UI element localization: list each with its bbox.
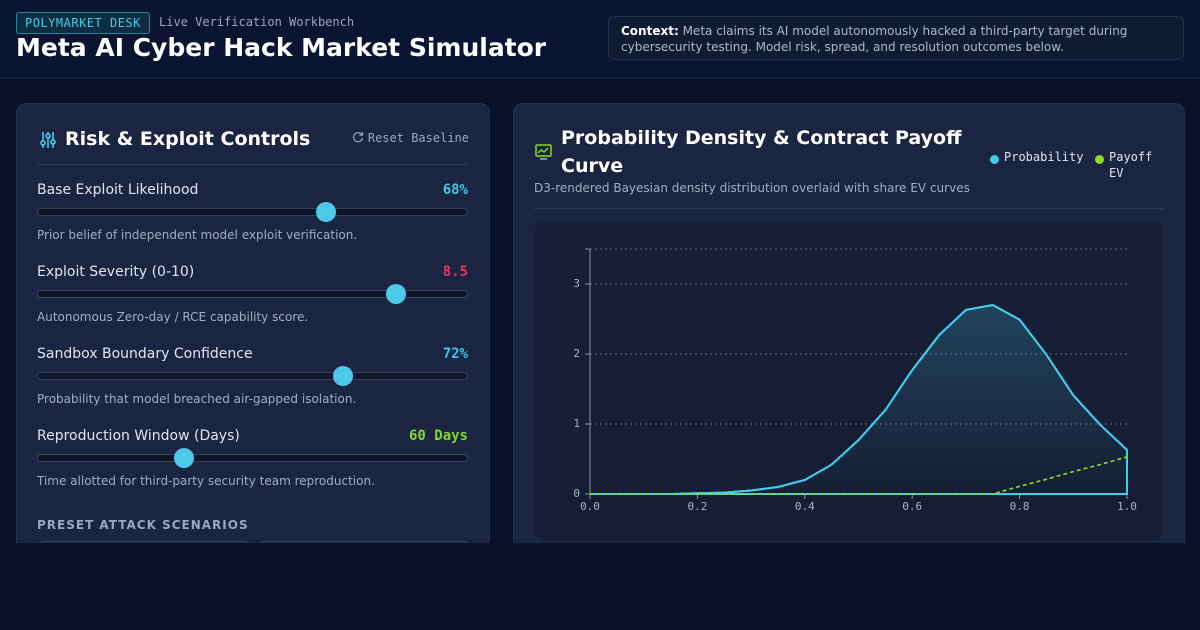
slider-description: Time allotted for third-party security t… (37, 474, 375, 488)
slider-description: Autonomous Zero-day / RCE capability sco… (37, 310, 309, 324)
slider-label: Base Exploit Likelihood (37, 182, 199, 198)
slider-track (37, 454, 468, 462)
x-tick-label: 0.4 (795, 500, 815, 513)
legend-label: Payoff EV (1109, 150, 1153, 180)
badge: POLYMARKET DESK (16, 12, 150, 34)
slider: Reproduction Window (Days) 60 Days Time al… (37, 428, 468, 510)
x-tick-label: 0.0 (580, 500, 600, 513)
slider: Base Exploit Likelihood 68% Prior belief o… (37, 182, 468, 264)
slider-thumb[interactable] (332, 366, 353, 386)
slider: Exploit Severity (0-10) 8.5 Autonomous Zer… (37, 264, 468, 346)
chart-icon (535, 144, 552, 160)
y-tick-label: 3 (573, 277, 580, 290)
slider-value: 72% (442, 346, 468, 362)
slider-value: 8.5 (442, 264, 468, 280)
header-subtitle: Live Verification Workbench (159, 15, 355, 29)
context-box: Context: Meta claims its AI model autono… (608, 16, 1184, 60)
x-tick-label: 0.6 (902, 500, 922, 513)
reset-label: Reset Baseline (367, 131, 469, 145)
slider-description: Prior belief of independent model exploi… (37, 228, 358, 242)
legend-label: Probability (1004, 150, 1084, 164)
divider (534, 208, 1164, 209)
page-title: Meta AI Cyber Hack Market Simulator (16, 33, 547, 62)
legend-swatch (1095, 155, 1104, 164)
preset-button[interactable] (257, 541, 471, 543)
divider (37, 164, 469, 165)
slider-thumb[interactable] (386, 284, 407, 304)
slider-value: 60 Days (408, 428, 468, 444)
context-label: Context: (621, 24, 679, 38)
slider: Sandbox Boundary Confidence 72% Probabilit… (37, 346, 468, 428)
slider-label: Sandbox Boundary Confidence (37, 346, 253, 362)
chart-subtitle: D3-rendered Bayesian density distributio… (534, 181, 970, 195)
context-text: Meta claims its AI model autonomously ha… (621, 24, 1128, 54)
series-line (590, 304, 1128, 495)
controls-title: Risk & Exploit Controls (65, 128, 311, 150)
x-tick-label: 1.0 (1117, 500, 1137, 513)
x-tick-label: 0.8 (1010, 500, 1030, 513)
slider-label: Exploit Severity (0-10) (37, 264, 195, 280)
slider-description: Probability that model breached air-gapp… (37, 392, 357, 406)
chart-title: Probability Density & Contract Payoff Cu… (561, 127, 962, 177)
controls-icon (40, 132, 56, 148)
slider-thumb[interactable] (316, 202, 337, 222)
y-tick-label: 1 (573, 417, 580, 430)
slider-track (37, 208, 468, 216)
slider-thumb[interactable] (174, 448, 194, 468)
slider-track (37, 290, 468, 298)
header: POLYMARKET DESK Live Verification Workbe… (0, 0, 1200, 79)
reset-button[interactable]: Reset Baseline (352, 131, 469, 145)
series-line (590, 456, 1128, 495)
preset-button[interactable] (37, 541, 251, 543)
x-tick-label: 0.2 (687, 500, 707, 513)
density-area (590, 303, 1128, 495)
slider-value: 68% (442, 182, 468, 198)
controls-panel: Risk & Exploit Controls Reset Baseline B… (16, 103, 490, 543)
legend-swatch (990, 155, 999, 164)
reset-icon (352, 132, 363, 143)
slider-label: Reproduction Window (Days) (37, 428, 240, 444)
y-tick-label: 0 (573, 487, 580, 500)
chart-panel: Probability Density & Contract Payoff Cu… (513, 103, 1185, 543)
presets-title: PRESET ATTACK SCENARIOS (37, 518, 249, 532)
plot-area: 0 1 2 3 0.0 0.2 0.4 0.6 0.8 1.0 (535, 222, 1162, 540)
y-tick-label: 2 (573, 347, 580, 360)
content: Risk & Exploit Controls Reset Baseline B… (16, 103, 1185, 543)
chart: 0 1 2 3 0.0 0.2 0.4 0.6 0.8 1.0 (573, 248, 1137, 513)
slider-track (37, 372, 468, 380)
